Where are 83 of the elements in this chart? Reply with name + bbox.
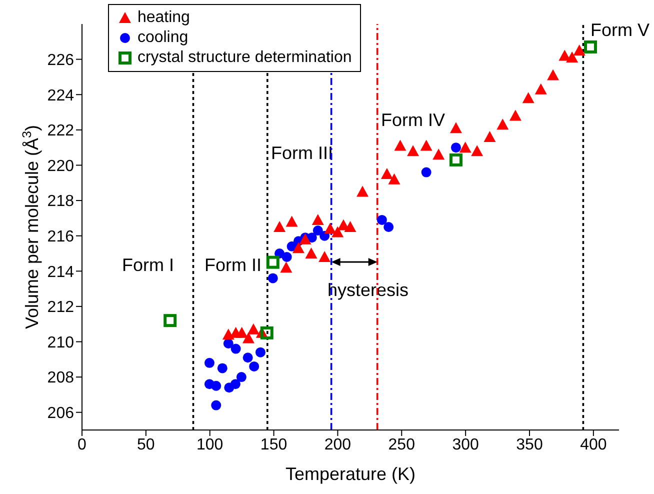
point [204,358,214,368]
point [380,168,393,180]
y-tick-label: 214 [47,264,74,281]
point [236,372,246,382]
point [420,140,432,151]
point [236,326,248,338]
annotation: Form IV [380,110,446,130]
point [223,338,234,349]
point [280,262,292,273]
point [332,226,344,238]
x-tick-label: 300 [452,436,480,454]
point [356,186,369,197]
y-tick-label: 208 [47,370,74,387]
point [211,400,222,410]
point [242,332,254,344]
y-tick-label: 224 [47,87,74,104]
point [312,214,324,225]
point [534,83,547,94]
y-tick-label: 206 [47,405,74,422]
point [286,216,298,227]
point [496,118,509,130]
point [260,326,274,340]
point [344,221,356,232]
point [407,145,420,156]
point [522,92,534,104]
point [247,323,260,334]
y-tick-label: 218 [47,193,74,210]
point [432,148,445,160]
point [282,252,292,262]
x-tick-label: 0 [78,436,87,454]
point [274,221,286,232]
x-axis-title: Temperature (K) [285,464,416,484]
point [242,352,253,363]
point [450,122,462,134]
x-tick-label: 50 [137,436,155,454]
point [305,247,318,258]
x-tick-label: 150 [260,436,288,454]
legend-label: cooling [137,29,188,46]
annotation: Form I [122,255,174,275]
point [450,142,461,153]
point [459,142,472,153]
point [566,52,578,63]
y-tick-label: 226 [47,52,74,69]
point [230,379,240,390]
point [266,256,280,269]
point [312,226,323,236]
point [388,173,400,184]
point [394,140,406,151]
annotation: Form V [590,20,650,40]
point [211,380,222,391]
y-tick-label: 216 [47,228,74,246]
point [376,214,387,225]
point [324,222,336,234]
point [318,251,331,262]
point [384,222,394,232]
x-tick-label: 200 [324,436,352,454]
annotation: hysteresis [327,280,409,300]
point [509,110,522,121]
y-tick-label: 210 [47,334,74,352]
point [292,242,304,254]
point [164,314,177,328]
point [249,361,260,372]
point [268,273,278,284]
y-tick-label: 222 [47,122,74,140]
legend-label: crystal structure determination [137,49,352,66]
legend-label: heating [137,9,190,26]
point [217,363,228,374]
x-tick-label: 100 [196,436,224,454]
annotation: Form II [204,255,262,275]
x-tick-label: 250 [388,436,416,454]
point [449,153,462,166]
point [573,44,586,56]
point [421,167,432,178]
point [471,145,484,156]
point [255,347,266,358]
point [547,69,560,80]
x-tick-label: 350 [516,436,543,454]
point [484,130,496,142]
x-tick-label: 400 [580,436,607,454]
y-tick-label: 212 [47,299,74,316]
y-tick-label: 220 [47,158,74,175]
point [230,344,241,354]
point [584,40,597,54]
